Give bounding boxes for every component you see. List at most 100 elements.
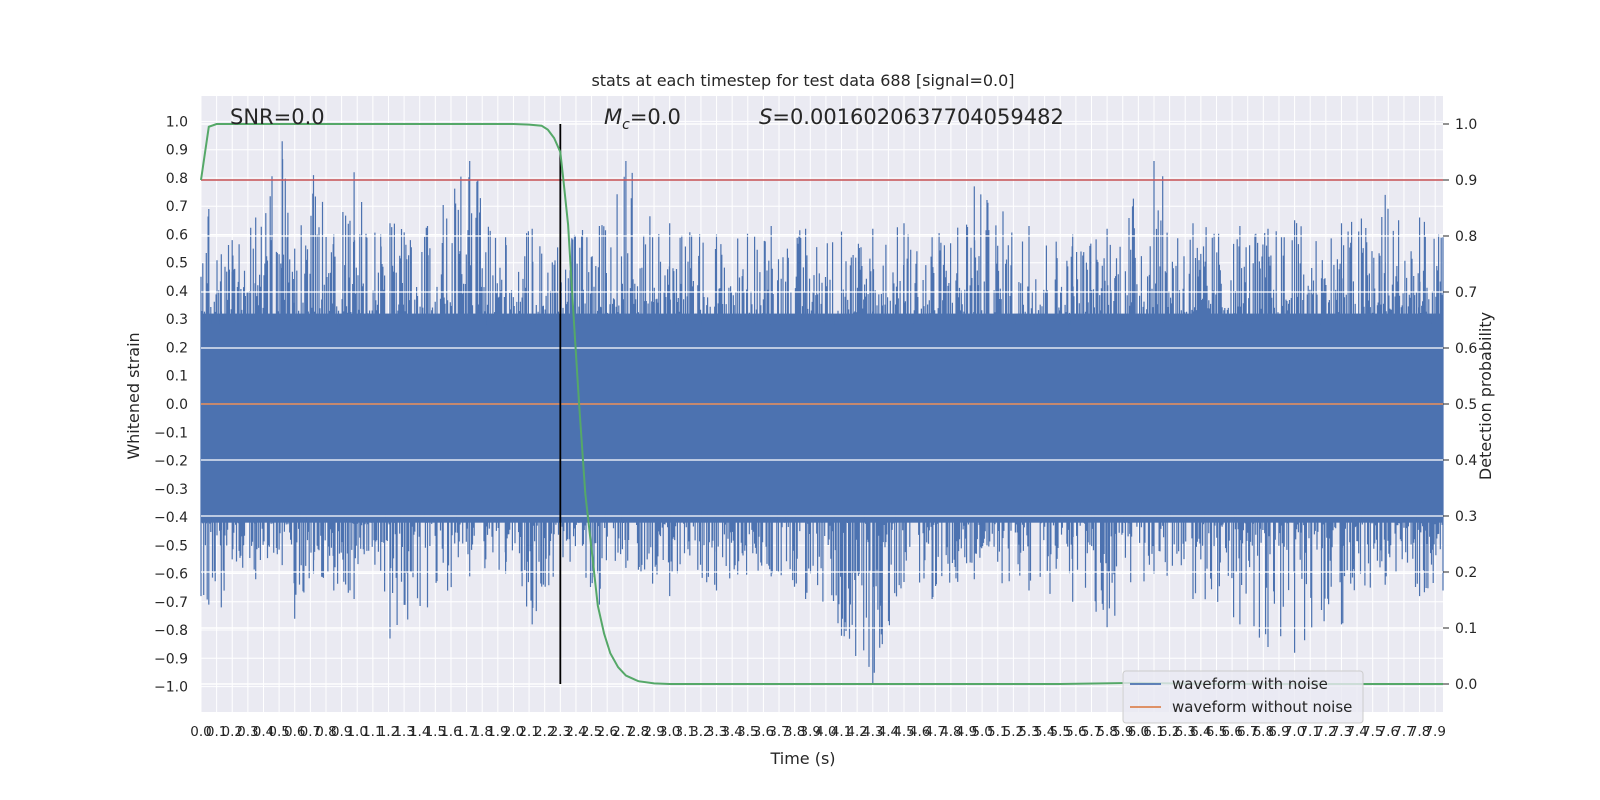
s-annotation: S=0.0016020637704059482 (759, 105, 1064, 129)
x-tick-label: 3.2 (690, 724, 711, 740)
x-tick-label: 2.0 (503, 724, 524, 740)
x-tick-label: 0.6 (284, 724, 305, 740)
x-tick-label: 6.6 (1221, 724, 1242, 740)
x-tick-label: 0.4 (253, 724, 274, 740)
y-tick-label: −0.6 (154, 567, 188, 583)
x-tick-label: 6.1 (1143, 724, 1164, 740)
x-tick-label: 2.5 (581, 724, 602, 740)
x-tick-label: 2.6 (596, 724, 617, 740)
waveform-with-noise-line (200, 141, 1444, 684)
x-tick-label: 1.1 (362, 724, 383, 740)
x-tick-label: 5.5 (1050, 724, 1071, 740)
x-tick-label: 1.5 (425, 724, 446, 740)
x-tick-label: 3.9 (800, 724, 821, 740)
x-tick-label: 6.7 (1237, 724, 1258, 740)
x-tick-label: 0.1 (206, 724, 227, 740)
y2-tick-label: 0.8 (1455, 229, 1477, 245)
y-tick-label: 1.0 (166, 114, 188, 130)
x-tick-label: 1.2 (378, 724, 399, 740)
y2-tick-label: 0.4 (1455, 453, 1477, 469)
y2-tick-label: 0.7 (1455, 285, 1477, 301)
y2-tick-label: 0.9 (1455, 173, 1477, 189)
x-tick-label: 3.7 (768, 724, 789, 740)
x-tick-label: 0.0 (190, 724, 211, 740)
y2-axis-ticks: 1.0 0.9 0.8 0.7 0.6 0.5 0.4 0.3 0.2 0.1 0.0 (1443, 117, 1477, 693)
x-tick-label: 4.1 (831, 724, 852, 740)
x-tick-label: 7.2 (1315, 724, 1336, 740)
x-tick-label: 7.6 (1378, 724, 1399, 740)
y-tick-label: −0.7 (154, 595, 188, 611)
x-tick-label: 4.2 (846, 724, 867, 740)
x-tick-label: 2.7 (612, 724, 633, 740)
x-tick-label: 5.7 (1081, 724, 1102, 740)
x-tick-label: 0.2 (222, 724, 243, 740)
y-tick-label: −0.4 (154, 510, 188, 526)
x-tick-label: 5.1 (987, 724, 1008, 740)
x-tick-label: 3.4 (721, 724, 742, 740)
x-tick-label: 5.4 (1034, 724, 1055, 740)
y-axis-ticks: 1.0 0.9 0.8 0.7 0.6 0.5 0.4 0.3 0.2 0.1 0.0 −0.1 −0.… (154, 114, 188, 695)
y-tick-label: 0.6 (166, 227, 188, 243)
x-tick-label: 2.2 (534, 724, 555, 740)
x-tick-label: 6.2 (1159, 724, 1180, 740)
x-tick-label: 5.0 (971, 724, 992, 740)
x-tick-label: 1.9 (487, 724, 508, 740)
x-tick-label: 1.0 (346, 724, 367, 740)
overlay-lines (200, 123, 1443, 685)
x-tick-label: 1.3 (393, 724, 414, 740)
x-tick-label: 2.4 (565, 724, 586, 740)
x-axis-ticks: 0.00.10.20.30.40.50.60.70.80.91.01.11.21… (190, 724, 1446, 740)
x-tick-label: 2.1 (518, 724, 539, 740)
y-tick-label: 0.8 (166, 171, 188, 187)
x-tick-label: 6.9 (1268, 724, 1289, 740)
y2-tick-label: 0.5 (1455, 397, 1477, 413)
y2-tick-label: 0.1 (1455, 621, 1477, 637)
x-tick-label: 6.0 (1128, 724, 1149, 740)
x-tick-label: 3.3 (706, 724, 727, 740)
y-tick-label: 0.9 (166, 143, 188, 159)
y2-tick-label: 0.6 (1455, 341, 1477, 357)
x-tick-label: 1.6 (440, 724, 461, 740)
x-tick-label: 3.0 (659, 724, 680, 740)
y-tick-label: 0.5 (166, 256, 188, 272)
x-tick-label: 2.8 (628, 724, 649, 740)
y2-tick-label: 1.0 (1455, 117, 1477, 133)
y-tick-label: 0.7 (166, 199, 188, 215)
x-tick-label: 4.8 (940, 724, 961, 740)
legend-label-waveform-without-noise: waveform without noise (1172, 698, 1352, 716)
x-tick-label: 4.3 (862, 724, 883, 740)
y2-tick-label: 0.2 (1455, 565, 1477, 581)
x-tick-label: 5.3 (1018, 724, 1039, 740)
x-tick-label: 1.8 (471, 724, 492, 740)
x-tick-label: 7.4 (1346, 724, 1367, 740)
x-tick-label: 1.4 (409, 724, 430, 740)
x-tick-label: 0.9 (331, 724, 352, 740)
y-tick-label: −0.5 (154, 538, 188, 554)
y-tick-label: 0.0 (166, 397, 188, 413)
x-tick-label: 6.4 (1190, 724, 1211, 740)
y-tick-label: 0.4 (166, 284, 188, 300)
y2-tick-label: 0.3 (1455, 509, 1477, 525)
y-tick-label: −0.2 (154, 454, 188, 470)
x-tick-label: 7.0 (1284, 724, 1305, 740)
x-tick-label: 6.3 (1174, 724, 1195, 740)
x-tick-label: 1.7 (456, 724, 477, 740)
x-tick-label: 0.7 (300, 724, 321, 740)
y-tick-label: 0.2 (166, 340, 188, 356)
x-tick-label: 0.8 (315, 724, 336, 740)
x-tick-label: 4.0 (815, 724, 836, 740)
x-tick-label: 3.5 (737, 724, 758, 740)
y-tick-label: −1.0 (154, 680, 188, 696)
x-tick-label: 2.9 (643, 724, 664, 740)
legend-label-waveform-with-noise: waveform with noise (1172, 675, 1328, 693)
legend: waveform with noise waveform without noi… (1122, 670, 1364, 724)
y-tick-label: −0.8 (154, 623, 188, 639)
x-axis-label: Time (s) (769, 749, 835, 768)
chart-title: stats at each timestep for test data 688… (591, 71, 1014, 90)
y2-tick-label: 0.0 (1455, 677, 1477, 693)
x-tick-label: 5.8 (1096, 724, 1117, 740)
y-axis-label: Whitened strain (124, 332, 143, 459)
x-tick-label: 7.7 (1393, 724, 1414, 740)
x-tick-label: 6.5 (1206, 724, 1227, 740)
